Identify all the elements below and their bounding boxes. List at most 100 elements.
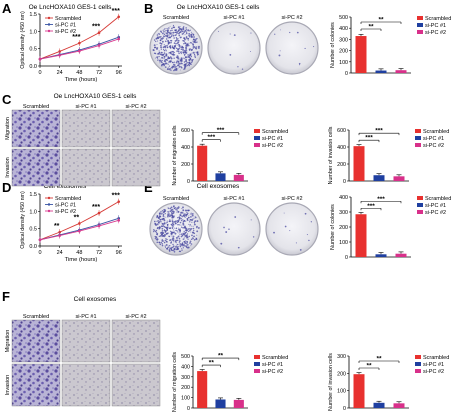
legend-swatch xyxy=(415,362,421,366)
colony xyxy=(185,245,188,248)
colony xyxy=(178,237,180,239)
colony xyxy=(237,246,240,249)
colony xyxy=(170,230,172,233)
colony xyxy=(185,63,187,65)
y-tick-label: 100 xyxy=(339,60,348,66)
colony xyxy=(155,40,157,43)
colony xyxy=(180,211,183,214)
colony xyxy=(178,227,180,229)
significance-label: ** xyxy=(376,356,382,363)
colony xyxy=(192,46,195,49)
colony xyxy=(162,54,165,56)
y-tick-label: 500 xyxy=(339,15,348,21)
y-tick-label: 600 xyxy=(181,128,190,134)
x-tick-label: 96 xyxy=(116,250,122,256)
colony xyxy=(188,32,191,35)
colony xyxy=(175,37,178,39)
column-label: si-PC #1 xyxy=(75,314,96,320)
colony xyxy=(183,68,185,70)
bar xyxy=(373,175,385,181)
colony xyxy=(184,216,186,218)
colony xyxy=(172,245,175,247)
bar xyxy=(393,176,405,181)
colony xyxy=(172,210,175,213)
colony xyxy=(160,46,163,49)
colony xyxy=(170,53,172,55)
colony xyxy=(154,230,157,233)
colony xyxy=(188,48,191,51)
colony xyxy=(172,31,175,34)
colony xyxy=(183,67,186,69)
colony xyxy=(196,51,198,53)
legend-swatch xyxy=(417,210,423,214)
colony xyxy=(176,220,178,222)
colony xyxy=(160,213,163,215)
colony xyxy=(168,214,170,216)
colony xyxy=(178,206,180,208)
colony xyxy=(181,249,183,251)
colony xyxy=(175,47,178,50)
legend-label: si-PC #2 xyxy=(55,29,76,35)
bar xyxy=(353,374,365,408)
colony xyxy=(183,230,185,233)
colony xyxy=(190,231,192,233)
colony xyxy=(168,244,171,247)
colony xyxy=(164,40,167,43)
colony xyxy=(171,231,173,234)
colony xyxy=(178,232,180,234)
data-point xyxy=(78,229,81,233)
colony xyxy=(217,30,219,32)
colony xyxy=(194,51,196,53)
y-tick-label: 400 xyxy=(337,145,346,151)
colony xyxy=(157,59,159,61)
colony xyxy=(164,31,166,33)
colony xyxy=(178,34,181,37)
legend-swatch xyxy=(254,355,260,359)
colony xyxy=(190,63,192,66)
legend-label: Scrambled xyxy=(262,355,288,361)
colony xyxy=(186,43,189,46)
colony xyxy=(161,40,164,43)
colony xyxy=(174,230,176,232)
colony xyxy=(164,230,167,233)
colony xyxy=(179,228,181,230)
colony xyxy=(188,215,190,217)
colony xyxy=(154,238,156,240)
colony xyxy=(181,212,184,214)
colony xyxy=(170,235,172,237)
colony xyxy=(172,239,175,242)
colony xyxy=(194,216,197,219)
colony xyxy=(168,250,171,252)
colony xyxy=(159,39,162,42)
colony xyxy=(190,225,192,227)
colony xyxy=(176,31,178,34)
colony xyxy=(164,35,167,37)
colony xyxy=(192,218,194,220)
plate-label: si-PC #1 xyxy=(223,196,244,202)
data-point xyxy=(117,219,121,222)
colony xyxy=(193,229,195,232)
colony xyxy=(180,46,182,49)
plate-label: Scrambled xyxy=(163,196,189,202)
colony xyxy=(313,46,315,48)
colony-dots xyxy=(152,24,200,72)
significance-label: *** xyxy=(367,203,375,210)
colony xyxy=(168,45,171,48)
legend-swatch xyxy=(417,30,423,34)
x-tick-label: 48 xyxy=(76,250,82,256)
panel-e-title: Cell exosomes xyxy=(197,183,240,190)
colony xyxy=(170,43,172,45)
colony xyxy=(158,241,161,244)
colony xyxy=(177,223,179,226)
colony xyxy=(176,56,179,58)
colony xyxy=(157,53,159,55)
colony xyxy=(186,37,188,40)
colony xyxy=(165,54,168,57)
colony xyxy=(185,210,187,212)
colony xyxy=(166,223,169,226)
colony xyxy=(165,226,167,228)
colony xyxy=(182,27,185,30)
legend-label: Scrambled xyxy=(55,16,81,22)
colony xyxy=(182,232,184,234)
colony xyxy=(166,247,169,250)
